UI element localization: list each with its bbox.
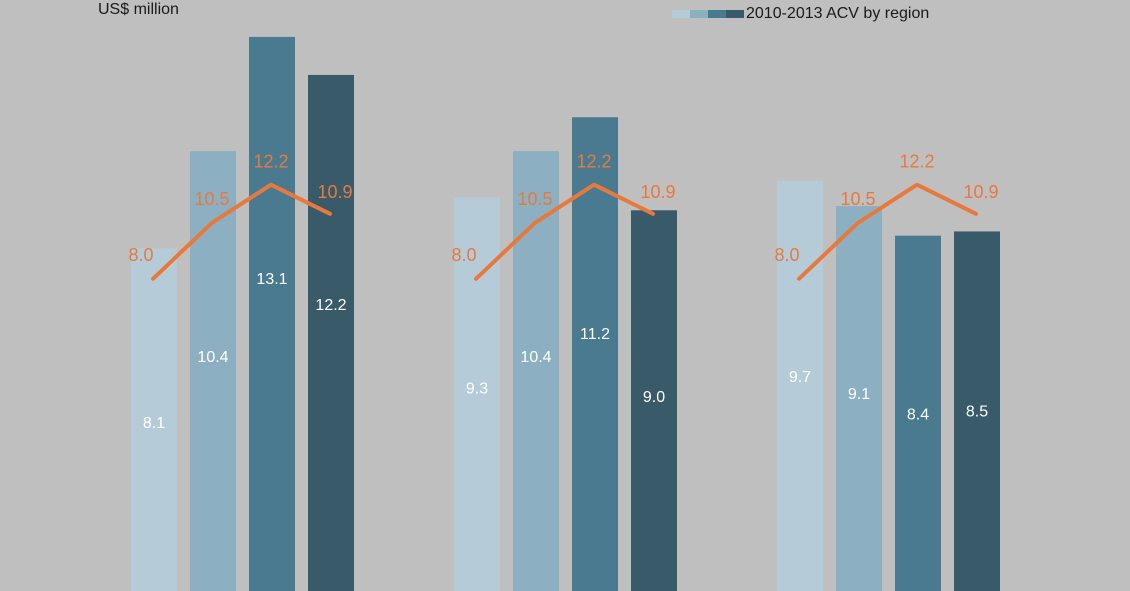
legend-swatch-color — [672, 10, 690, 18]
bar-value-label: 8.1 — [143, 415, 165, 432]
bar-value-label: 11.2 — [580, 326, 610, 343]
bar-value-label: 10.4 — [197, 349, 228, 366]
line-value-label: 12.2 — [899, 152, 934, 172]
bar-value-label: 9.0 — [643, 389, 665, 406]
unit-label: US$ million — [98, 1, 179, 18]
bar — [572, 117, 618, 591]
bar — [836, 206, 882, 591]
line-value-label: 10.9 — [317, 182, 352, 202]
bar-value-label: 8.4 — [907, 406, 929, 423]
bar — [777, 180, 823, 591]
trend-line — [797, 182, 978, 281]
bar-value-label: 9.3 — [466, 380, 488, 397]
legend-swatch-color — [690, 10, 708, 18]
bar — [631, 210, 677, 591]
bar-value-label: 9.1 — [848, 386, 870, 403]
line-value-label: 10.5 — [840, 189, 875, 209]
bars-layer — [131, 36, 1000, 591]
line-value-label: 10.9 — [963, 182, 998, 202]
trend-line — [474, 182, 655, 281]
line-value-label: 10.5 — [517, 189, 552, 209]
line-value-label: 8.0 — [774, 245, 799, 265]
bar — [190, 151, 236, 591]
bar — [513, 151, 559, 591]
labels-layer: 8.1 10.4 13.1 12.2 8.0 10.5 12.2 10.9 9.3 10.4 11.… — [128, 152, 998, 432]
bar-value-label: 12.2 — [315, 297, 346, 314]
line-value-label: 8.0 — [451, 245, 476, 265]
legend-swatch-color — [708, 10, 726, 18]
bar-value-label: 8.5 — [966, 404, 988, 421]
line-value-label: 12.2 — [576, 152, 611, 172]
line-value-label: 10.9 — [640, 182, 675, 202]
legend-label: 2010-2013 ACV by region — [746, 5, 930, 22]
legend: 2010-2013 ACV by region — [672, 5, 929, 23]
legend-swatch — [672, 10, 744, 18]
legend-swatch-color — [726, 10, 744, 18]
bar — [249, 36, 295, 591]
line-value-label: 10.5 — [194, 189, 229, 209]
bar-value-label: 13.1 — [256, 271, 287, 288]
bar-value-label: 10.4 — [520, 349, 551, 366]
bar-value-label: 9.7 — [789, 369, 811, 386]
lines-layer — [151, 182, 978, 281]
trend-line — [151, 182, 332, 281]
bar — [954, 231, 1000, 591]
bar — [308, 74, 354, 591]
bar — [895, 235, 941, 591]
bar — [131, 248, 177, 591]
line-value-label: 8.0 — [128, 245, 153, 265]
line-value-label: 12.2 — [253, 152, 288, 172]
